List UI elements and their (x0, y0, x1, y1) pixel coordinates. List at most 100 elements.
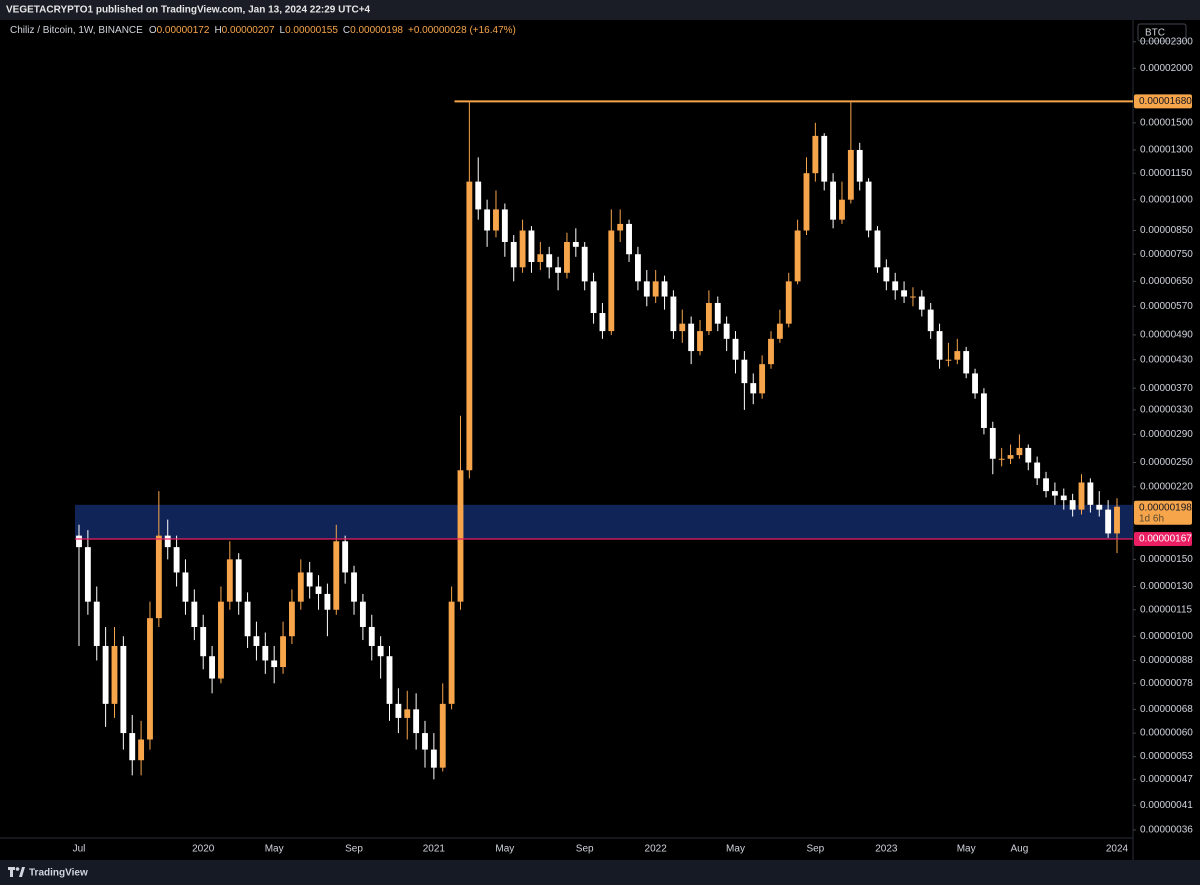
ohlc-value: 0.00000198 (350, 25, 403, 36)
candle-body (679, 323, 686, 332)
ohlc-label: H (214, 25, 221, 36)
y-tick-label: 0.00000850 (1140, 225, 1193, 236)
candle-body (599, 313, 606, 332)
candle-body (1007, 455, 1014, 459)
candle-body (546, 254, 553, 268)
candle-body (138, 739, 145, 761)
x-tick-label: 2022 (645, 844, 668, 855)
candle-body (998, 458, 1005, 460)
ohlc-value: 0.00000155 (285, 25, 338, 36)
candle-body (785, 281, 792, 324)
top-bar (0, 0, 1200, 20)
y-tick-label: 0.00000053 (1140, 751, 1193, 762)
candle-body (989, 427, 996, 459)
brand-logo (8, 867, 25, 877)
x-tick-label: Sep (806, 844, 824, 855)
candle-body (918, 296, 925, 310)
candle-body (129, 733, 136, 761)
currency-label: BTC (1145, 28, 1165, 39)
y-tick-label: 0.00000130 (1140, 581, 1193, 592)
candle-body (741, 359, 748, 384)
candle-body (510, 241, 517, 268)
x-tick-label: 2021 (423, 844, 446, 855)
candle-body (493, 209, 499, 231)
candle-body (661, 281, 668, 297)
ohlc-label: C (343, 25, 350, 36)
logo-part (10, 867, 13, 877)
x-tick-label: 2023 (875, 844, 898, 855)
candle-body (182, 572, 189, 602)
candle-body (892, 281, 899, 291)
price-axis: 0.00002300 0.00002000 0.00001500 0.00001300… (1133, 36, 1193, 836)
footer-bar (0, 860, 1200, 885)
level-label-box (1134, 532, 1192, 547)
candle-body (901, 290, 908, 297)
candle-body (235, 559, 242, 602)
level-label: 0.00001680 (1139, 96, 1192, 107)
candle-body (1069, 500, 1076, 510)
candle-body (723, 323, 730, 339)
y-tick-label: 0.00000290 (1140, 429, 1193, 440)
candle-body (297, 572, 304, 602)
candle-body (821, 135, 828, 182)
currency-badge[interactable] (1137, 23, 1187, 42)
logo-part (15, 867, 20, 871)
candle-body (652, 281, 659, 297)
candle-body (262, 645, 269, 661)
plot-area (75, 100, 1133, 780)
candle-body (102, 645, 109, 704)
candle-body (714, 302, 721, 324)
candle-body (927, 309, 934, 332)
candle-body (1105, 509, 1112, 534)
ohlc-value: 0.00000172 (157, 25, 210, 36)
x-tick-label: Sep (345, 844, 363, 855)
candle-body (847, 149, 854, 200)
candle-body (803, 173, 810, 231)
candle-body (980, 393, 987, 428)
y-tick-label: 0.00000088 (1140, 655, 1193, 666)
candle-body (910, 296, 916, 298)
candle-body (750, 383, 757, 394)
candle-body (537, 254, 544, 262)
candle-body (626, 223, 632, 255)
y-tick-label: 0.00002300 (1140, 36, 1193, 47)
x-tick-label: May (957, 844, 976, 855)
candle-body (218, 601, 224, 679)
y-tick-label: 0.00000041 (1140, 800, 1193, 811)
candle-body (484, 209, 491, 231)
candle-body (324, 593, 331, 610)
x-tick-label: 2024 (1106, 844, 1129, 855)
y-tick-label: 0.00001300 (1140, 145, 1193, 156)
candle-body (93, 601, 100, 646)
y-tick-label: 0.00002000 (1140, 63, 1193, 74)
candle-body (342, 541, 349, 573)
candle-body (608, 230, 615, 332)
change-value: +0.00000028 (+16.47%) (408, 25, 516, 36)
candle-body (501, 209, 508, 242)
candle-body (1060, 495, 1067, 501)
candle-body (634, 254, 641, 282)
y-tick-label: 0.00000330 (1140, 405, 1193, 416)
candle-body (76, 535, 82, 548)
x-tick-label: May (495, 844, 514, 855)
candle-body (839, 199, 845, 220)
publisher-info: VEGETACRYPTO1 published on TradingView.c… (6, 5, 371, 16)
y-tick-label: 0.00000220 (1140, 481, 1193, 492)
y-tick-label: 0.00000150 (1140, 554, 1193, 565)
symbol-legend: Chiliz / Bitcoin, 1W, BINANCE O0.00000172… (10, 25, 516, 36)
candle-body (422, 733, 428, 750)
candle-body (954, 351, 961, 360)
candle-body (1051, 491, 1058, 496)
candle-body (1016, 447, 1023, 456)
candle-body (1087, 482, 1094, 505)
candle-body (519, 230, 526, 268)
candle-body (404, 709, 411, 718)
candle-body (1034, 462, 1041, 479)
candle-body (253, 636, 260, 646)
candle-body (1043, 478, 1049, 492)
x-tick-label: Jul (73, 844, 86, 855)
y-tick-label: 0.00000068 (1140, 704, 1193, 715)
candle-body (945, 359, 952, 361)
y-tick-label: 0.00001500 (1140, 117, 1193, 128)
